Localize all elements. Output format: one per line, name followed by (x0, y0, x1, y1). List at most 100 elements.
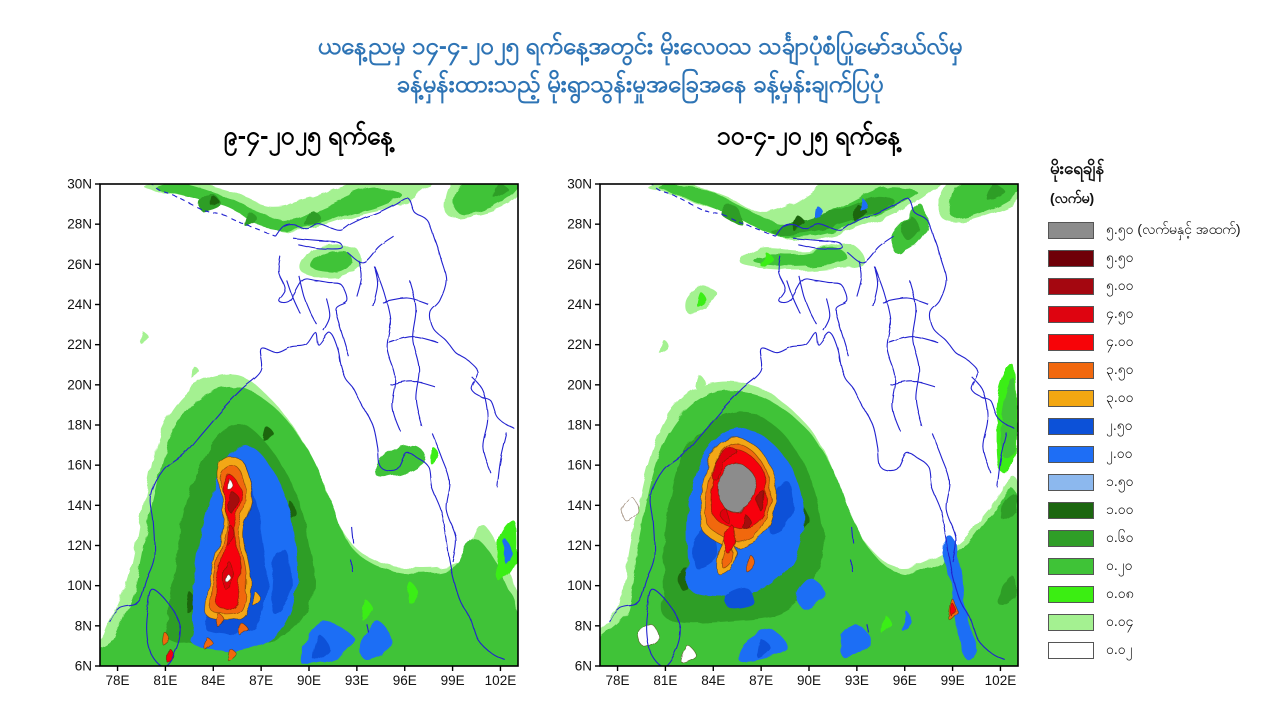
rain-contour-0.20 (1000, 378, 1017, 460)
rain-contour-2.00 (941, 536, 977, 663)
lat-tick-label: 24N (567, 297, 592, 312)
legend-row: ၅.၅၀ (လက်မနှင့် အထက်) (1048, 221, 1278, 239)
legend-value-label: ၄.၅၀ (1106, 305, 1134, 321)
rain-contour-5.50+ (717, 462, 758, 512)
border-line (408, 280, 423, 428)
lat-tick-label: 18N (567, 418, 592, 433)
legend-color-swatch (1048, 278, 1094, 295)
border-line (873, 266, 901, 432)
legend-color-swatch (1048, 614, 1094, 631)
lon-tick-label: 84E (701, 673, 725, 688)
rain-contour-0.04 (658, 338, 669, 353)
rain-field-layer (100, 184, 518, 666)
rain-contour-0.08 (697, 292, 707, 307)
rainfall-legend: မိုးရေချိန် (လက်မ) ၅.၅၀ (လက်မနှင့် အထက်)… (1048, 158, 1278, 670)
lon-tick-label: 93E (345, 673, 369, 688)
legend-row: ၀.၆၀ (1048, 529, 1278, 547)
legend-color-swatch (1048, 586, 1094, 603)
page-title-line2: ခန့်မှန်းထားသည့် မိုးရွာသွန်းမှုအခြေအနေ … (396, 71, 884, 98)
border-line (792, 237, 843, 250)
rain-contour-hole (227, 478, 233, 490)
rain-contour-3.50 (204, 637, 214, 651)
border-line (292, 237, 343, 250)
rain-contour-2.00 (859, 197, 867, 211)
legend-row: ၅.၅၀ (1048, 249, 1278, 267)
border-line (849, 559, 853, 572)
lat-tick-label: 6N (575, 659, 592, 674)
border-line (298, 276, 318, 325)
basemap-borders-layer (609, 184, 1016, 666)
rain-contour-4.50 (711, 446, 738, 481)
legend-value-label: ၀.၀၄ (1106, 613, 1134, 629)
rain-contour-0.08 (407, 583, 420, 602)
rain-contour-0.20 (311, 249, 353, 273)
rain-contour-4.00 (723, 525, 737, 554)
legend-row: ၀.၂၀ (1048, 557, 1278, 575)
border-line (650, 184, 776, 237)
rainfall-map-day2: 78E 81E 84E 87E 90E 93E 96E 99E 102E 6N 8N 10N 12N 14… (558, 172, 1033, 692)
lat-tick-label: 16N (67, 458, 92, 473)
legend-color-swatch (1048, 418, 1094, 435)
lat-tick-label: 22N (67, 337, 92, 352)
legend-unit-label: (လက်မ) (1050, 190, 1095, 206)
rain-contour-0.08 (882, 615, 893, 635)
rain-contour-0.04 (192, 366, 201, 379)
rain-contour-5.00 (227, 490, 240, 514)
border-line (150, 184, 276, 237)
lat-tick-label: 12N (567, 538, 592, 553)
rain-contour-1.00 (792, 215, 806, 231)
rain-contour-0.60 (1001, 492, 1017, 520)
border-line (471, 376, 492, 474)
legend-color-swatch (1048, 334, 1094, 351)
page-title: ယနေ့ညမှ ၁၄-၄-၂၀၂၅ ရက်နေ့အတွင်း မိုးလေဝသ … (0, 28, 1280, 104)
border-line (609, 332, 1006, 661)
border-line (846, 235, 894, 263)
rain-contour-1.00 (211, 196, 220, 207)
rain-contour-3.50 (226, 647, 236, 661)
border-line (356, 260, 363, 297)
legend-row: ၅.၀၀ (1048, 277, 1278, 295)
rain-contour-0.60 (244, 211, 258, 227)
legend-value-label: ၃.၀၀ (1106, 389, 1134, 405)
border-line (382, 297, 429, 306)
border-line (390, 380, 436, 388)
rain-contour-3.50 (746, 553, 756, 573)
lat-tick-label: 28N (67, 217, 92, 232)
rain-contour-0.20 (375, 444, 426, 478)
border-line (786, 280, 800, 313)
rain-contour-3.50 (215, 613, 225, 627)
border-line (645, 589, 681, 666)
lon-tick-label: 78E (606, 673, 630, 688)
border-line (872, 266, 879, 307)
lon-tick-label: 81E (153, 673, 177, 688)
rain-contour-0.08 (429, 446, 440, 464)
lat-tick-label: 30N (567, 177, 592, 192)
border-line (971, 376, 992, 474)
rain-contour-0.04 (695, 374, 706, 390)
border-line (908, 280, 923, 428)
legend-color-swatch (1048, 642, 1094, 659)
legend-row: ၀.၀၂ (1048, 641, 1278, 659)
legend-value-label: ၅.၅၀ (လက်မနှင့် အထက်) (1106, 221, 1241, 237)
legend-color-swatch (1048, 558, 1094, 575)
lat-tick-label: 26N (567, 257, 592, 272)
legend-value-label: ၀.၆၀ (1106, 529, 1134, 545)
rain-contour-0.60 (987, 185, 1006, 201)
border-line (388, 336, 439, 344)
rainfall-map-day1: 78E 81E 84E 87E 90E 93E 96E 99E 102E 6N 8N 10N 12N 14… (58, 172, 533, 692)
legend-value-label: ၂.၅၀ (1106, 417, 1133, 433)
rain-contour-4.00 (950, 603, 957, 617)
lon-tick-label: 90E (797, 673, 821, 688)
rain-contour-2.50 (725, 587, 755, 609)
legend-value-label: ၅.၀၀ (1106, 277, 1134, 293)
rain-contour-hole (637, 623, 659, 647)
rain-field-layer (600, 184, 1018, 666)
legend-value-label: ၀.၀၂ (1106, 641, 1133, 657)
lat-tick-label: 26N (67, 257, 92, 272)
legend-row: ၄.၅၀ (1048, 305, 1278, 323)
lon-tick-label: 102E (985, 673, 1017, 688)
lat-tick-label: 14N (67, 498, 92, 513)
border-line (145, 589, 181, 666)
axis-labels: 78E 81E 84E 87E 90E 93E 96E 99E 102E 6N 8N 10N 12N 14… (567, 177, 1016, 689)
legend-value-label: ၁.၀၀ (1106, 501, 1134, 517)
